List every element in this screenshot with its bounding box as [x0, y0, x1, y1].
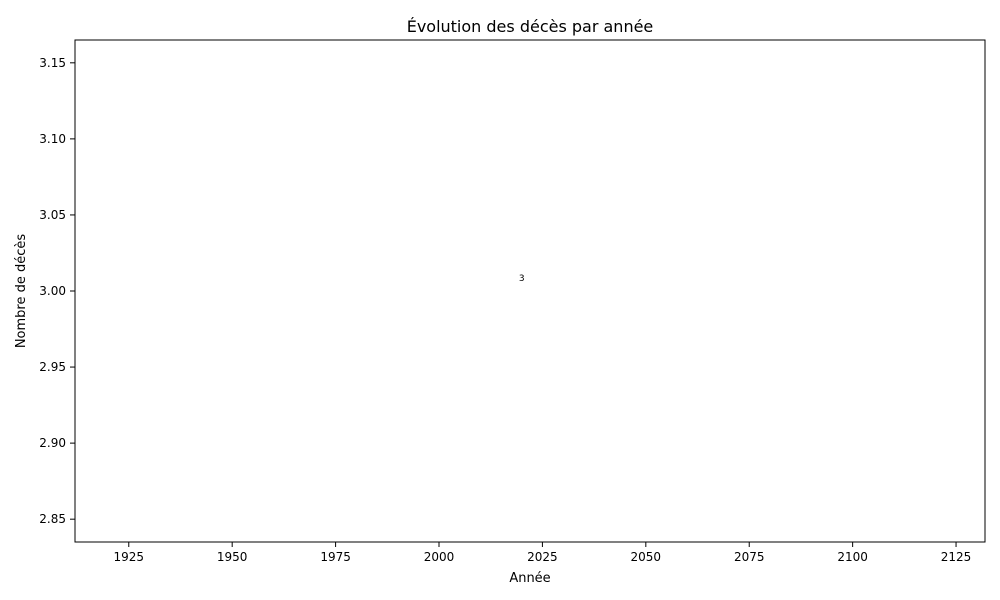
plot-area — [74, 39, 986, 543]
x-tick-label: 1950 — [217, 550, 248, 564]
x-axis-label: Année — [509, 571, 550, 586]
x-tick-label: 2025 — [527, 550, 558, 564]
x-axis-ticks: 1925 1950 1975 2000 2025 2050 2075 2100 2125 — [113, 542, 971, 564]
y-axis-label: Nombre de décès — [14, 234, 29, 349]
x-tick-label: 1925 — [113, 550, 144, 564]
series-layer: 3 — [519, 274, 525, 284]
y-axis-ticks: 2.85 2.90 2.95 3.00 3.05 3.10 3.15 — [39, 56, 75, 526]
data-label: 3 — [519, 274, 525, 284]
y-tick-label: 3.10 — [39, 132, 66, 146]
y-tick-label: 3.15 — [39, 56, 66, 70]
y-tick-label: 2.95 — [39, 360, 66, 374]
x-tick-label: 2125 — [941, 550, 972, 564]
x-tick-label: 2050 — [631, 550, 662, 564]
y-tick-label: 2.85 — [39, 512, 66, 526]
y-tick-label: 3.05 — [39, 208, 66, 222]
x-tick-label: 2000 — [424, 550, 455, 564]
y-tick-label: 3.00 — [39, 284, 66, 298]
y-tick-label: 2.90 — [39, 436, 66, 450]
chart-title: Évolution des décès par année — [407, 17, 654, 36]
x-tick-label: 2075 — [734, 550, 765, 564]
x-tick-label: 1975 — [320, 550, 351, 564]
x-tick-label: 2100 — [837, 550, 868, 564]
